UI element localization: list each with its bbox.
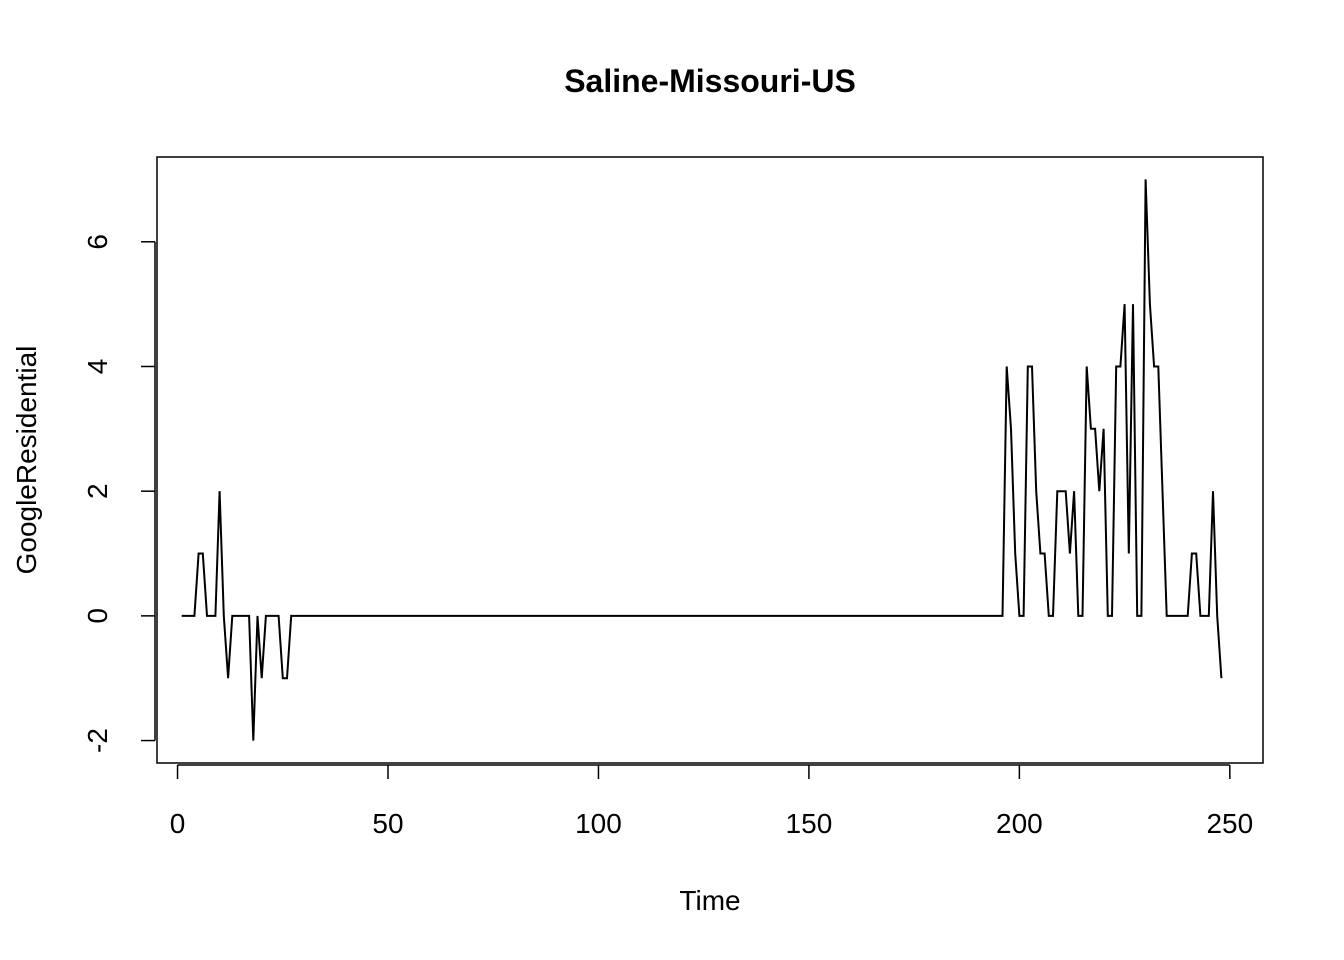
x-axis: 0 50 100 150 200 250: [170, 764, 1253, 839]
y-tick-label: 0: [82, 608, 113, 624]
x-tick-label: 50: [372, 808, 403, 839]
x-tick-label: 0: [170, 808, 186, 839]
y-tick-label: -2: [82, 728, 113, 753]
series-line-0: [181, 179, 1223, 741]
x-axis-label: Time: [679, 885, 740, 916]
y-tick-label: 6: [82, 234, 113, 250]
y-axis-label: GoogleResidential: [11, 346, 42, 575]
x-tick-label: 250: [1206, 808, 1253, 839]
x-tick-label: 200: [996, 808, 1043, 839]
y-tick-label: 4: [82, 359, 113, 375]
x-tick-label: 100: [575, 808, 622, 839]
series-layer: [181, 179, 1223, 741]
plot-frame: [156, 156, 1264, 764]
x-tick-label: 150: [786, 808, 833, 839]
y-tick-label: 2: [82, 483, 113, 499]
y-axis: -2 0 2 4 6: [82, 234, 156, 753]
chart-title: Saline-Missouri-US: [564, 63, 856, 99]
